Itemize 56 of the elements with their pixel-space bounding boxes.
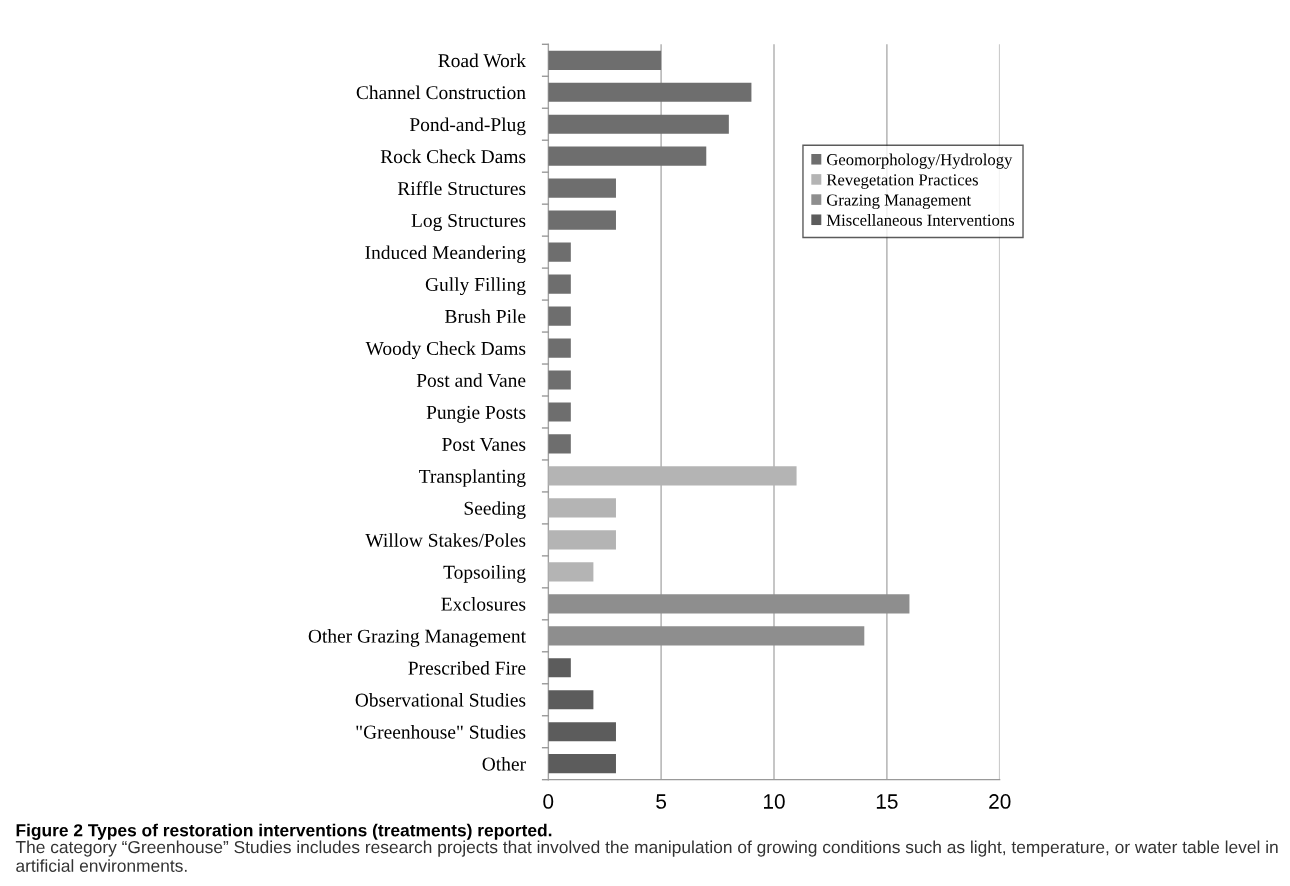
legend-label: Grazing Management bbox=[826, 194, 972, 210]
bar bbox=[548, 402, 571, 422]
y-tick-label: Prescribed Fire bbox=[408, 661, 526, 675]
x-tick-label: 0 bbox=[543, 794, 554, 809]
bar bbox=[548, 50, 662, 70]
text: Figure 2 Types of restoration interventions (treatments) reported. bbox=[16, 823, 552, 840]
y-tick-label: Other Grazing Management bbox=[308, 629, 526, 647]
x-tick-label: 20 bbox=[989, 794, 1011, 809]
bar bbox=[548, 594, 910, 614]
y-tick-label: Willow Stakes/Poles bbox=[365, 533, 526, 547]
y-tick-label: Seeding bbox=[464, 501, 526, 519]
y-tick-label: Post and Vane bbox=[416, 373, 526, 388]
x-tick-label: 5 bbox=[656, 794, 667, 809]
x-tick-label: 10 bbox=[764, 794, 785, 809]
bar bbox=[548, 434, 571, 454]
bar bbox=[548, 722, 616, 742]
bar bbox=[548, 274, 571, 294]
legend-label: Miscellaneous Interventions bbox=[826, 214, 1015, 226]
bar bbox=[548, 690, 594, 710]
y-tick-label: Observational Studies bbox=[355, 693, 526, 707]
bar bbox=[548, 626, 865, 646]
y-tick-label: Other bbox=[482, 756, 526, 771]
y-tick-label: Log Structures bbox=[411, 213, 526, 232]
bar bbox=[548, 178, 616, 198]
bar bbox=[548, 530, 616, 550]
y-tick-label: Exclosures bbox=[441, 597, 526, 611]
y-tick-label: Gully Filling bbox=[425, 277, 526, 296]
y-tick-label: Brush Pile bbox=[445, 309, 526, 324]
y-tick-label: Pond-and-Plug bbox=[409, 117, 526, 136]
y-tick-label: Channel Construction bbox=[356, 85, 526, 100]
bar bbox=[548, 658, 571, 678]
y-tick-label: Woody Check Dams bbox=[365, 341, 526, 359]
text: The category “Greenhouse” Studies includes research projects that involved the manipulation of growing conditions such as light, temperature, or water table level in artificial environments. bbox=[15, 840, 1278, 872]
bar bbox=[548, 498, 616, 518]
y-tick-label: Pungie Posts bbox=[426, 405, 526, 423]
y-tick-label: Road Work bbox=[438, 53, 527, 68]
bar bbox=[548, 754, 616, 774]
y-tick-label: Rock Check Dams bbox=[380, 149, 526, 164]
bar bbox=[548, 242, 571, 262]
legend-label: Geomorphology/Hydrology bbox=[826, 153, 1013, 169]
bar bbox=[548, 82, 752, 102]
y-tick-label: Induced Meandering bbox=[365, 245, 526, 264]
bar bbox=[548, 146, 707, 166]
bar bbox=[548, 338, 571, 358]
y-tick-label: Post Vanes bbox=[442, 437, 526, 451]
y-tick-label: Riffle Structures bbox=[397, 181, 526, 196]
y-tick-label: Topsoiling bbox=[443, 565, 526, 583]
bar bbox=[548, 562, 594, 582]
bar bbox=[548, 370, 571, 390]
x-tick-label: 15 bbox=[876, 794, 898, 809]
y-tick-label: "Greenhouse" Studies bbox=[356, 724, 526, 739]
legend-label: Revegetation Practices bbox=[826, 174, 978, 189]
bar bbox=[548, 306, 571, 326]
bar bbox=[548, 210, 616, 230]
y-tick-label: Transplanting bbox=[419, 469, 526, 487]
bar bbox=[548, 114, 729, 134]
